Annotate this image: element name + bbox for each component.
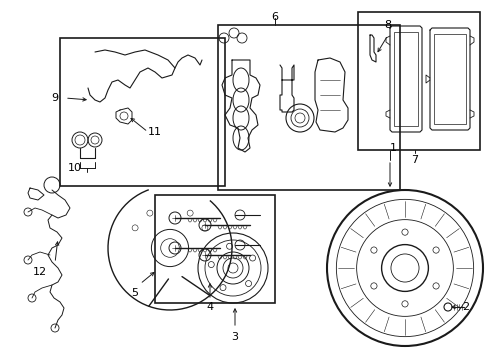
Text: 12: 12 [33, 267, 47, 277]
Bar [358, 12, 480, 150]
Text: 7: 7 [412, 155, 418, 165]
Bar [434, 34, 466, 124]
Text: 9: 9 [51, 93, 58, 103]
Text: 5: 5 [131, 288, 139, 298]
Text: 4: 4 [206, 302, 214, 312]
Text: 6: 6 [271, 12, 278, 22]
Text: 8: 8 [385, 20, 392, 30]
Text: 1: 1 [390, 143, 397, 153]
Bar [155, 195, 275, 303]
Text: 2: 2 [462, 302, 469, 312]
Bar [218, 25, 400, 190]
Text: 10: 10 [68, 163, 82, 173]
Bar [394, 32, 418, 126]
Bar [60, 38, 225, 186]
Text: 3: 3 [231, 332, 239, 342]
Text: 11: 11 [148, 127, 162, 137]
